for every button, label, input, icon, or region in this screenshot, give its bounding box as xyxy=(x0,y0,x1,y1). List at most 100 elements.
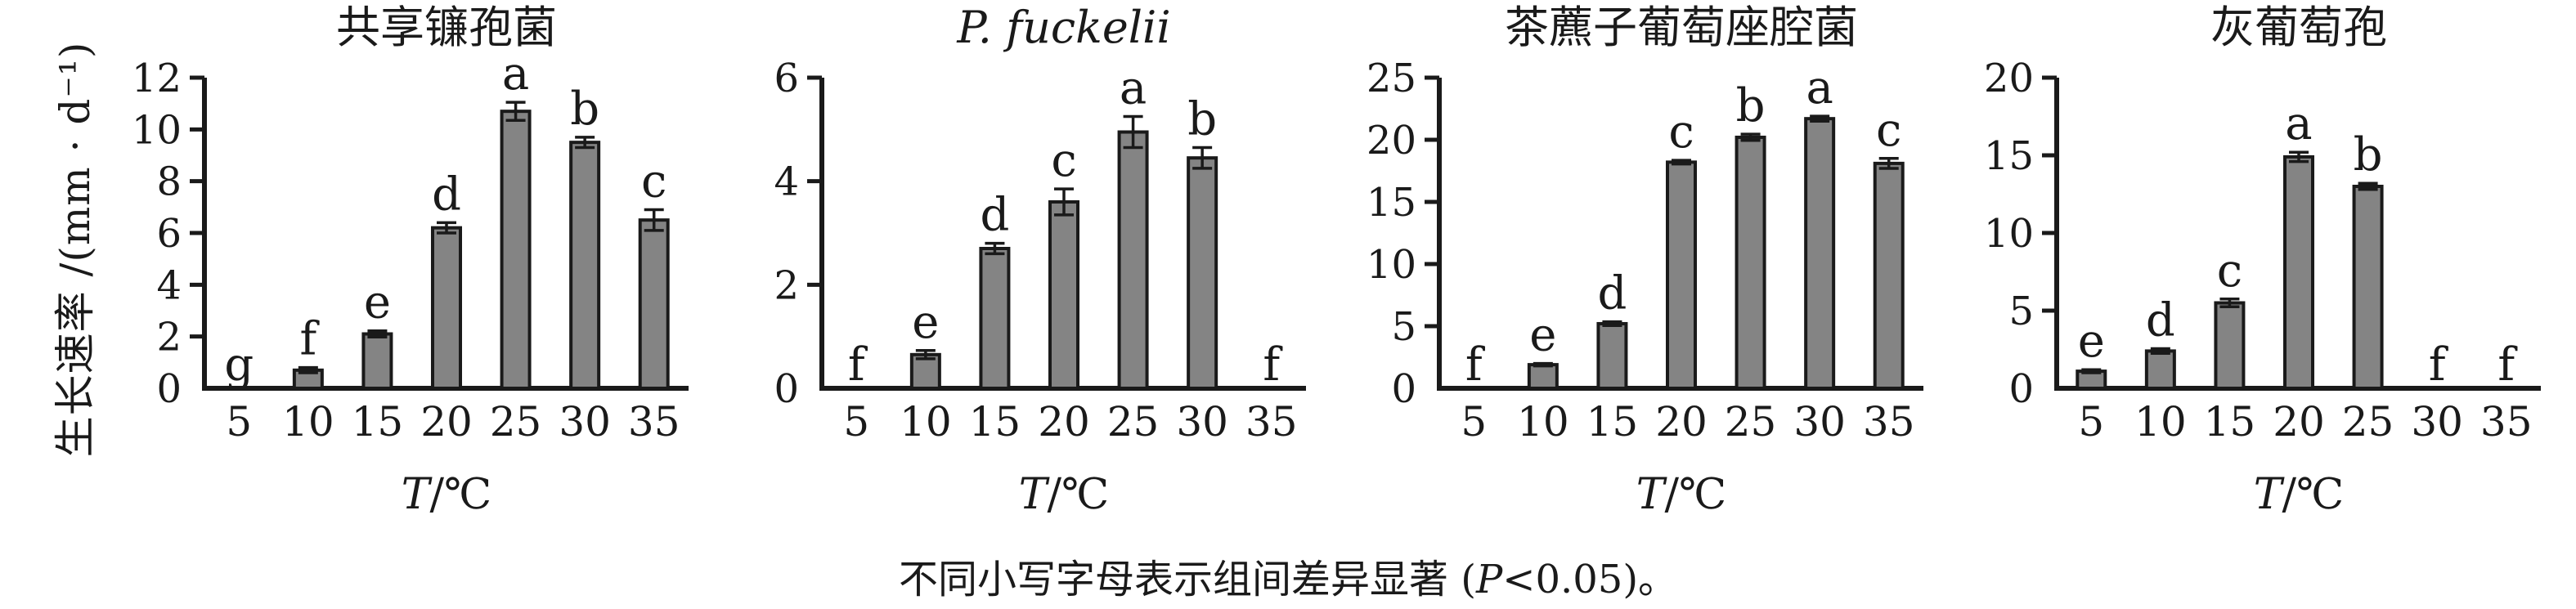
x-tick-label: 10 xyxy=(2134,398,2187,446)
x-tick-label: 15 xyxy=(1586,398,1639,446)
y-tick-label: 20 xyxy=(1367,118,1416,163)
y-tick-label: 0 xyxy=(2008,366,2034,412)
bar xyxy=(1117,130,1149,390)
bar xyxy=(1596,321,1628,390)
x-tick-label: 20 xyxy=(2273,398,2325,446)
chart-panel-4: 灰葡萄孢 0 5 10 15 20 e 5 d 10 c 15 a 20 b 25 f 30 f 35 T/℃ xyxy=(1959,0,2576,527)
x-axis-label-italic: T xyxy=(1636,470,1667,519)
y-tick-label: 15 xyxy=(1984,133,2034,179)
bar xyxy=(361,332,393,390)
x-tick-label: 35 xyxy=(1863,398,1915,446)
sig-letter: e xyxy=(364,276,391,329)
bar xyxy=(638,218,670,390)
x-tick-label: 35 xyxy=(2480,398,2533,446)
y-tick-label: 10 xyxy=(132,107,182,153)
x-axis-label-italic: T xyxy=(1019,470,1050,519)
x-tick-label: 20 xyxy=(420,398,473,446)
x-axis-label-unit: /℃ xyxy=(429,470,491,519)
y-tick-label: 10 xyxy=(1984,211,2034,257)
sig-letter: a xyxy=(1120,62,1147,115)
x-tick-label: 25 xyxy=(1107,398,1160,446)
x-axis-label-unit: /℃ xyxy=(2282,470,2344,519)
x-tick-label: 35 xyxy=(628,398,680,446)
chart-title: 共享镰孢菌 xyxy=(336,2,557,53)
bar-chart: 茶藨子葡萄座腔菌0510152025f5e10d15c20b25a30c35T/… xyxy=(1367,2,1923,519)
x-axis-label: T/℃ xyxy=(1019,470,1109,519)
y-tick-label: 10 xyxy=(1367,242,1416,288)
sig-letter: e xyxy=(2078,315,2105,368)
x-tick-label: 20 xyxy=(1655,398,1708,446)
x-tick-label: 25 xyxy=(490,398,542,446)
caption-post: <0.05)。 xyxy=(1502,557,1678,602)
x-axis-label-unit: /℃ xyxy=(1664,470,1726,519)
sig-letter: a xyxy=(2285,97,2312,150)
sig-letter: c xyxy=(2217,244,2242,298)
sig-letter: f xyxy=(1465,338,1486,392)
sig-letter: f xyxy=(2429,338,2449,392)
sig-letter: e xyxy=(912,296,939,349)
x-tick-label: 30 xyxy=(2411,398,2463,446)
sig-letter: c xyxy=(1668,105,1694,159)
y-axis-label-text: 生长速率 /(mm · d⁻¹) xyxy=(52,41,99,458)
bar xyxy=(2144,349,2176,390)
y-tick-label: 0 xyxy=(156,366,182,412)
sig-letter: d xyxy=(2146,294,2175,347)
chart-panel-1: 共享镰孢菌 0 2 4 6 8 10 12 g 5 f 10 e 15 d 20 a 25 b 30 c 35 T/℃ xyxy=(106,0,724,527)
x-tick-label: 30 xyxy=(1176,398,1228,446)
bar xyxy=(979,247,1011,390)
y-tick-label: 5 xyxy=(2008,289,2034,334)
bar xyxy=(1048,200,1079,390)
sig-letter: e xyxy=(1529,309,1556,362)
chart-panel-3: 茶藨子葡萄座腔菌 0 5 10 15 20 25 f 5 e 10 d 15 c 20 b 25 a 30 c 35 T/… xyxy=(1341,0,1959,527)
x-tick-label: 10 xyxy=(282,398,334,446)
bar-chart: P. fuckelii 0 2 4 6 f 5 e 10 d 15 c 20 a 25 b 30 f 35 T/℃ xyxy=(774,2,1306,519)
x-tick-label: 15 xyxy=(352,398,404,446)
x-axis-label: T/℃ xyxy=(1636,470,1726,519)
x-tick-label: 35 xyxy=(1245,398,1298,446)
x-tick-label: 25 xyxy=(2342,398,2394,446)
caption-italic-p: P xyxy=(1475,557,1503,602)
chart-title: 灰葡萄孢 xyxy=(2210,2,2387,53)
sig-letter: d xyxy=(432,168,461,221)
x-axis-label: T/℃ xyxy=(402,470,491,519)
x-tick-label: 10 xyxy=(1517,398,1569,446)
x-tick-label: 30 xyxy=(1793,398,1846,446)
x-axis-label-italic: T xyxy=(2254,470,2285,519)
chart-panel-2: P. fuckelii 0 2 4 6 f 5 e 10 d 15 c 20 a 25 b 30 f 35 T/℃ xyxy=(724,0,1341,527)
y-tick-label: 6 xyxy=(156,211,182,257)
y-tick-label: 8 xyxy=(156,159,182,205)
sig-letter: a xyxy=(1806,61,1833,114)
sig-letter: f xyxy=(848,338,868,392)
y-tick-label: 4 xyxy=(774,159,799,205)
sig-letter: f xyxy=(1263,338,1283,392)
bar xyxy=(2352,185,2384,390)
sig-letter: d xyxy=(980,189,1009,242)
sig-letter: b xyxy=(1187,93,1217,146)
y-tick-label: 12 xyxy=(132,56,182,101)
y-tick-label: 2 xyxy=(156,315,182,360)
sig-letter: b xyxy=(570,83,599,136)
caption-pre: 不同小写字母表示组间差异显著 ( xyxy=(898,557,1476,602)
chart-title: P. fuckelii xyxy=(956,2,1170,53)
bar xyxy=(1666,160,1697,391)
sig-letter: c xyxy=(1051,134,1076,187)
sig-letter: a xyxy=(502,47,529,101)
sig-letter: b xyxy=(1736,79,1766,132)
bar-chart: 共享镰孢菌 0 2 4 6 8 10 12 g 5f 10 e 15 d 20 a 25 b 30 c 35 T/℃ xyxy=(132,2,689,519)
y-tick-label: 5 xyxy=(1391,304,1416,350)
bar xyxy=(1527,363,1559,390)
sig-letter: c xyxy=(641,155,666,208)
x-tick-label: 25 xyxy=(1725,398,1777,446)
y-axis-label: 生长速率 /(mm · d⁻¹) xyxy=(43,42,101,458)
y-tick-label: 15 xyxy=(1367,180,1416,226)
y-tick-label: 0 xyxy=(774,366,799,412)
bar xyxy=(1804,117,1836,390)
y-tick-label: 25 xyxy=(1367,56,1416,101)
x-tick-label: 5 xyxy=(2078,398,2104,446)
y-tick-label: 4 xyxy=(156,262,182,308)
x-tick-label: 10 xyxy=(900,398,952,446)
y-tick-label: 20 xyxy=(1984,56,2034,101)
sig-letter: f xyxy=(2497,338,2518,392)
